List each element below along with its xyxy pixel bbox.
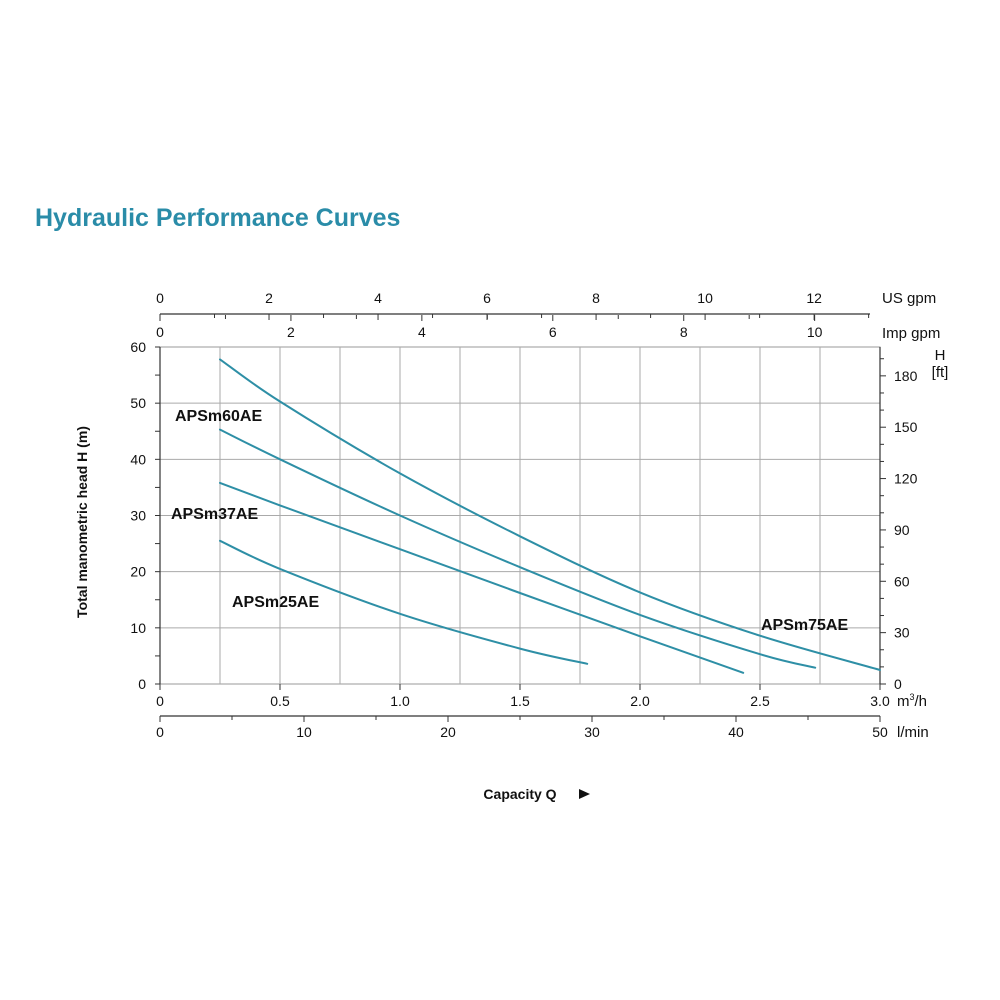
series-line-apsm25ae xyxy=(219,539,589,665)
y-left-tick-label: 30 xyxy=(130,508,146,524)
series-line-apsm60ae xyxy=(219,428,817,669)
x-lmin-tick-label: 10 xyxy=(296,724,312,740)
y-right-tick-label: 30 xyxy=(894,625,910,641)
x-lmin-tick-label: 40 xyxy=(728,724,744,740)
x-m3h-tick-label: 2.5 xyxy=(750,693,770,709)
x-axis-title: Capacity Q xyxy=(483,786,556,802)
y-right-tick-label: 90 xyxy=(894,522,910,538)
y-right-tick-label: 180 xyxy=(894,368,918,384)
x-lmin-unit: l/min xyxy=(897,724,929,741)
y-left-tick-label: 40 xyxy=(130,451,146,467)
x-lmin-tick-label: 30 xyxy=(584,724,600,740)
y-right-tick-label: 120 xyxy=(894,471,918,487)
x-impgpm-tick-label: 0 xyxy=(156,324,164,340)
y-right-tick-label: 0 xyxy=(894,676,902,692)
x-usgpm-tick-label: 0 xyxy=(156,290,164,306)
y-right-unit-line1: H xyxy=(935,347,946,364)
y-right-tick-label: 60 xyxy=(894,573,910,589)
x-m3h-tick-label: 3.0 xyxy=(870,693,890,709)
x-m3h-tick-label: 0 xyxy=(156,693,164,709)
page-title: Hydraulic Performance Curves xyxy=(35,204,401,232)
x-impgpm-tick-label: 6 xyxy=(549,324,557,340)
x-lmin-tick-label: 50 xyxy=(872,724,888,740)
x-usgpm-tick-label: 4 xyxy=(374,290,382,306)
x-usgpm-tick-label: 8 xyxy=(592,290,600,306)
x-m3h-tick-label: 0.5 xyxy=(270,693,290,709)
series-label-apsm60ae: APSm60AE xyxy=(175,408,262,425)
y-left-tick-label: 60 xyxy=(130,339,146,355)
grid xyxy=(159,346,881,685)
x-m3h-unit: m3/h xyxy=(897,692,927,710)
x-impgpm-tick-label: 10 xyxy=(807,324,823,340)
x-usgpm-tick-label: 6 xyxy=(483,290,491,306)
x-usgpm-tick-label: 12 xyxy=(806,290,822,306)
y-left-tick-label: 0 xyxy=(138,676,146,692)
y-axis-title: Total manometric head H (m) xyxy=(74,426,90,618)
y-right-unit-line2: [ft] xyxy=(932,364,949,381)
x-usgpm-tick-label: 10 xyxy=(697,290,713,306)
x-m3h-tick-label: 1.0 xyxy=(390,693,410,709)
y-left-tick-label: 20 xyxy=(130,564,146,580)
y-left-tick-label: 10 xyxy=(130,620,146,636)
y-right-tick-label: 150 xyxy=(894,419,918,435)
series-label-apsm25ae: APSm25AE xyxy=(232,594,319,611)
x-impgpm-unit: Imp gpm xyxy=(882,325,940,342)
x-impgpm-tick-label: 2 xyxy=(287,324,295,340)
x-usgpm-unit: US gpm xyxy=(882,290,936,307)
x-lmin-tick-label: 20 xyxy=(440,724,456,740)
x-usgpm-tick-label: 2 xyxy=(265,290,273,306)
x-lmin-tick-label: 0 xyxy=(156,724,164,740)
series-label-apsm37ae: APSm37AE xyxy=(171,506,258,523)
x-impgpm-tick-label: 4 xyxy=(418,324,426,340)
series-curves xyxy=(219,358,881,674)
series-line-apsm75ae xyxy=(219,358,881,671)
arrow-right-icon xyxy=(579,789,590,799)
y-left-tick-label: 50 xyxy=(130,395,146,411)
x-m3h-tick-label: 1.5 xyxy=(510,693,530,709)
x-m3h-tick-label: 2.0 xyxy=(630,693,650,709)
series-line-apsm37ae xyxy=(219,481,745,674)
axes xyxy=(155,313,886,722)
x-impgpm-tick-label: 8 xyxy=(680,324,688,340)
series-label-apsm75ae: APSm75AE xyxy=(761,617,848,634)
